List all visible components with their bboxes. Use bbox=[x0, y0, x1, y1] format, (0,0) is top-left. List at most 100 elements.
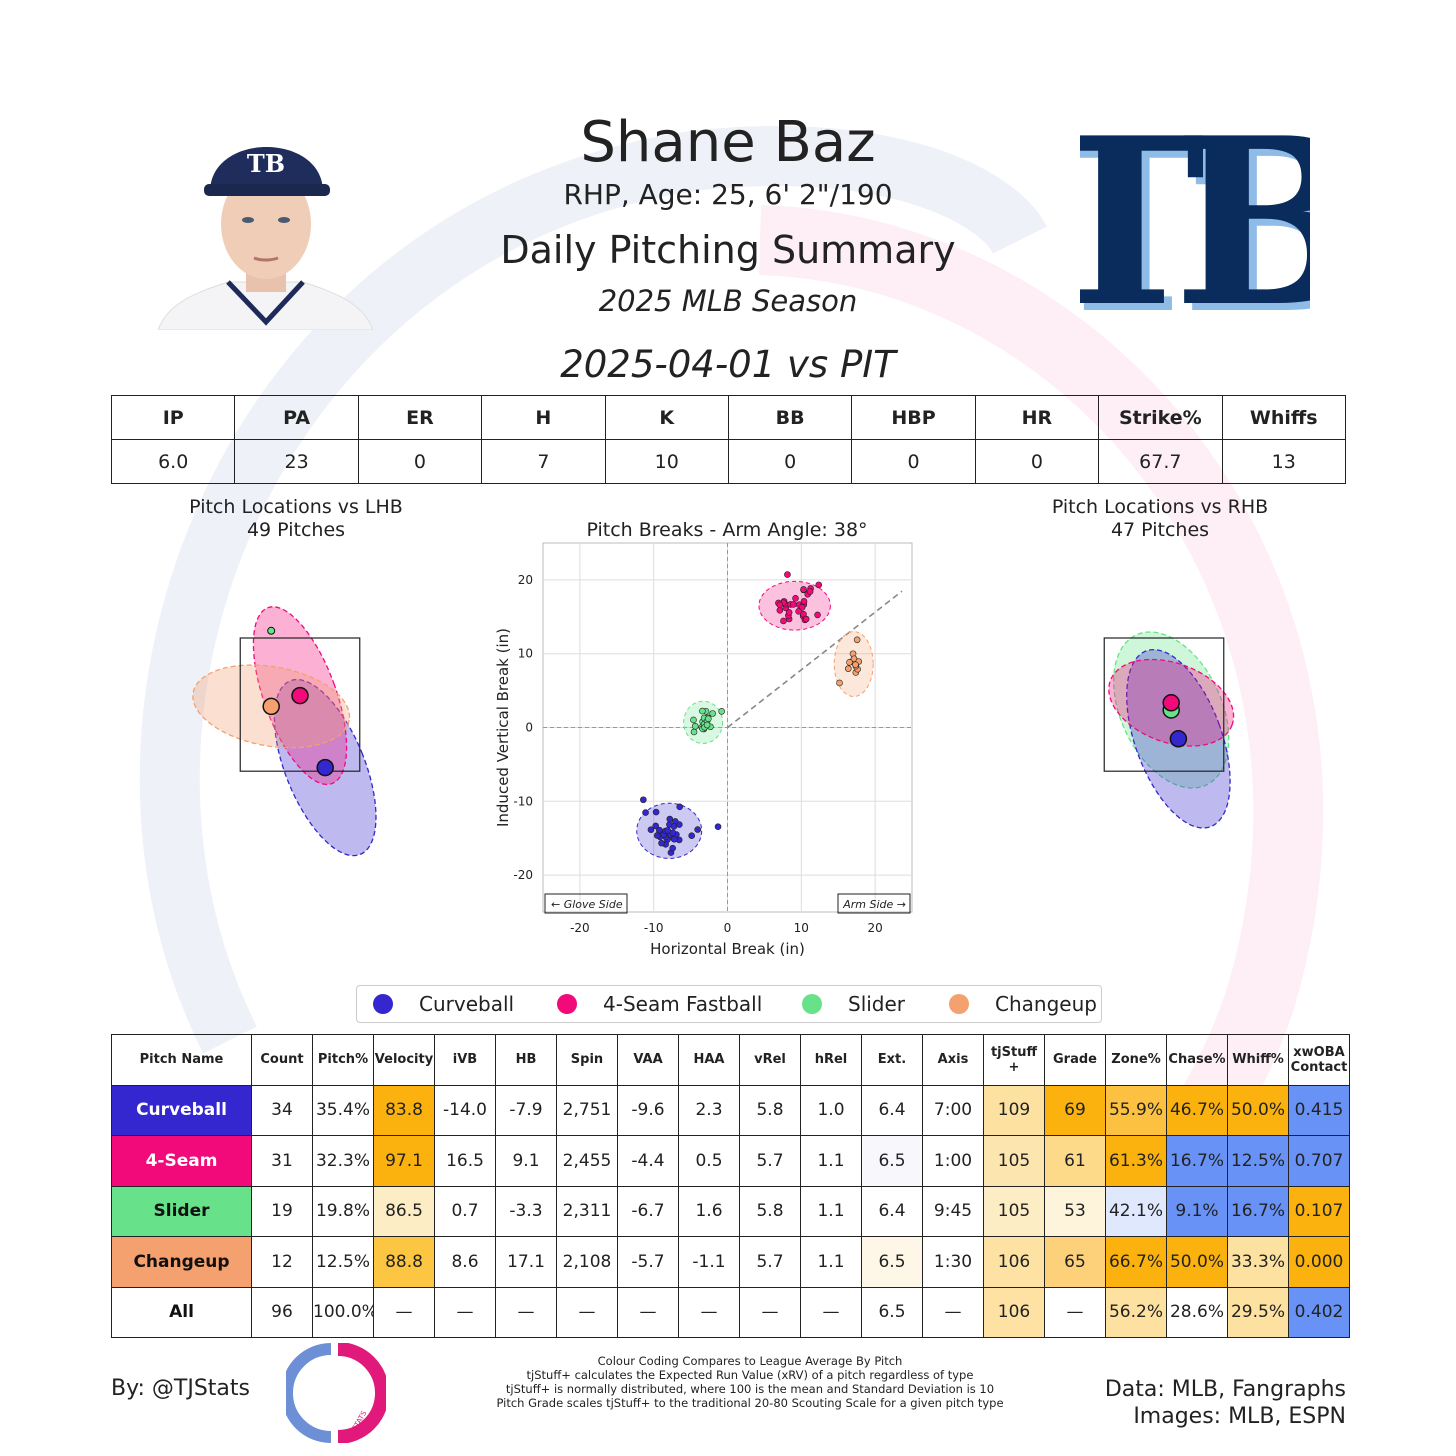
table-cell: -14.0 bbox=[434, 1084, 496, 1136]
pitch-name-cell: Curveball bbox=[111, 1084, 252, 1136]
data-credit: Data: MLB, Fangraphs bbox=[1104, 1377, 1346, 1402]
table-header: vRel bbox=[739, 1034, 801, 1086]
table-cell: 1.6 bbox=[678, 1185, 740, 1237]
summary-header-h: H bbox=[481, 395, 606, 440]
team-logo-shadow: TB bbox=[1080, 120, 1310, 325]
summary-value-ip: 6.0 bbox=[110, 439, 236, 484]
table-cell: — bbox=[617, 1286, 679, 1338]
table-cell: 2,455 bbox=[556, 1135, 618, 1187]
table-cell: — bbox=[739, 1286, 801, 1338]
x-tick-label: 10 bbox=[794, 921, 809, 935]
table-cell: 5.7 bbox=[739, 1236, 801, 1288]
summary-value-whiffs: 13 bbox=[1221, 439, 1347, 484]
lhb-location-plot bbox=[192, 606, 377, 857]
table-cell: 83.8 bbox=[373, 1084, 435, 1136]
table-cell: 28.6% bbox=[1166, 1286, 1228, 1338]
break-point-curveball bbox=[652, 808, 660, 816]
pitch-name-cell: All bbox=[111, 1286, 252, 1338]
break-point-fastball bbox=[776, 606, 784, 614]
table-cell: — bbox=[678, 1286, 740, 1338]
break-point-fastball bbox=[795, 608, 802, 615]
break-point-fastball bbox=[815, 581, 823, 589]
table-cell: — bbox=[922, 1286, 984, 1338]
strike-zone bbox=[239, 637, 361, 772]
pitch-name-cell: Changeup bbox=[111, 1236, 252, 1288]
break-point-fastball bbox=[780, 617, 787, 625]
player-name: Shane Baz bbox=[580, 110, 876, 175]
table-cell: 16.5 bbox=[434, 1135, 496, 1187]
table-cell: — bbox=[373, 1286, 435, 1338]
table-cell: 0.707 bbox=[1288, 1135, 1350, 1187]
arm-side-label: Arm Side → bbox=[842, 898, 906, 911]
table-cell: -7.9 bbox=[495, 1084, 557, 1136]
table-header: HAA bbox=[678, 1034, 740, 1086]
note-line: Pitch Grade scales tjStuff+ to the tradi… bbox=[496, 1396, 1004, 1410]
footer-notes: Colour Coding Compares to League Average… bbox=[440, 1354, 1060, 1410]
table-cell: 17.1 bbox=[495, 1236, 557, 1288]
table-cell: 12.5% bbox=[1227, 1135, 1289, 1187]
break-point-fastball bbox=[800, 586, 807, 593]
table-header: tjStuff + bbox=[983, 1034, 1045, 1086]
table-header: Whiff% bbox=[1227, 1034, 1289, 1086]
break-point-fastball bbox=[800, 598, 808, 605]
table-cell: 32.3% bbox=[312, 1135, 374, 1187]
table-cell: 1:30 bbox=[922, 1236, 984, 1288]
table-cell: 16.7% bbox=[1227, 1185, 1289, 1237]
break-point-curveball bbox=[669, 829, 677, 837]
legend-label-changeup: Changeup bbox=[995, 992, 1097, 1016]
break-point-curveball bbox=[666, 815, 674, 823]
table-cell: 6.5 bbox=[861, 1286, 923, 1338]
table-cell: 19.8% bbox=[312, 1185, 374, 1237]
table-row: 4-Seam 31 32.3% 97.1 16.5 9.1 2,455 -4.4 0.5 5.7 1… bbox=[111, 1135, 1350, 1187]
summary-value-h: 7 bbox=[481, 439, 606, 484]
cap-logo: TB bbox=[247, 149, 285, 178]
break-point-curveball bbox=[688, 832, 695, 840]
break-point-curveball bbox=[694, 826, 701, 833]
legend-label-slider: Slider bbox=[848, 992, 906, 1016]
game-summary-table: IP PA ER H K BB HBP HR Strike% Whiffs 6.0 23 0 7 10 0 0… bbox=[110, 395, 1347, 484]
break-point-slider bbox=[705, 715, 712, 723]
table-cell: 33.3% bbox=[1227, 1236, 1289, 1288]
table-header: VAA bbox=[617, 1034, 679, 1086]
legend-label-curveball: Curveball bbox=[419, 992, 515, 1016]
table-header: Zone% bbox=[1105, 1034, 1167, 1086]
table-cell: 0.107 bbox=[1288, 1185, 1350, 1237]
break-point-curveball bbox=[714, 823, 722, 830]
table-cell: 12 bbox=[251, 1236, 313, 1288]
table-cell: 0.5 bbox=[678, 1135, 740, 1187]
avg-location-changeup bbox=[262, 697, 280, 716]
table-cell: 86.5 bbox=[373, 1185, 435, 1237]
table-cell: 105 bbox=[983, 1135, 1045, 1187]
player-headshot: TB bbox=[158, 147, 373, 330]
break-point-slider bbox=[690, 728, 698, 736]
summary-value-er: 0 bbox=[357, 439, 483, 484]
table-cell: -6.7 bbox=[617, 1185, 679, 1237]
table-cell: 61.3% bbox=[1105, 1135, 1167, 1187]
summary-header-hr: HR bbox=[974, 395, 1100, 440]
pitch-metrics-table: Pitch Name Count Pitch% Velocity iVB HB Spin VA… bbox=[111, 1034, 1350, 1338]
table-cell: 9.1 bbox=[495, 1135, 557, 1187]
break-point-fastball bbox=[790, 601, 797, 608]
y-tick-label: -20 bbox=[513, 868, 533, 882]
table-cell: 16.7% bbox=[1166, 1135, 1228, 1187]
tjstats-logo: STATS bbox=[286, 1343, 386, 1443]
table-header: iVB bbox=[434, 1034, 496, 1086]
break-point-fastball bbox=[784, 571, 791, 578]
table-header: xwOBA Contact bbox=[1288, 1034, 1350, 1086]
summary-header-er: ER bbox=[357, 395, 483, 440]
table-cell: 100.0% bbox=[312, 1286, 374, 1338]
table-cell: 53 bbox=[1044, 1185, 1106, 1237]
table-cell: 2,108 bbox=[556, 1236, 618, 1288]
summary-value-hr: 0 bbox=[974, 439, 1100, 484]
legend-item-changeup: Changeup bbox=[949, 986, 1097, 1022]
player-info: RHP, Age: 25, 6' 2"/190 bbox=[563, 178, 893, 211]
break-point-slider bbox=[709, 710, 716, 717]
table-header: Spin bbox=[556, 1034, 618, 1086]
glove-side-label: ← Glove Side bbox=[551, 898, 623, 911]
table-header: Grade bbox=[1044, 1034, 1106, 1086]
summary-value-strike-pct: 67.7 bbox=[1098, 439, 1223, 484]
break-point-fastball bbox=[814, 611, 821, 619]
lhb-title: Pitch Locations vs LHB bbox=[189, 496, 403, 518]
table-cell: -5.7 bbox=[617, 1236, 679, 1288]
table-cell: -1.1 bbox=[678, 1236, 740, 1288]
